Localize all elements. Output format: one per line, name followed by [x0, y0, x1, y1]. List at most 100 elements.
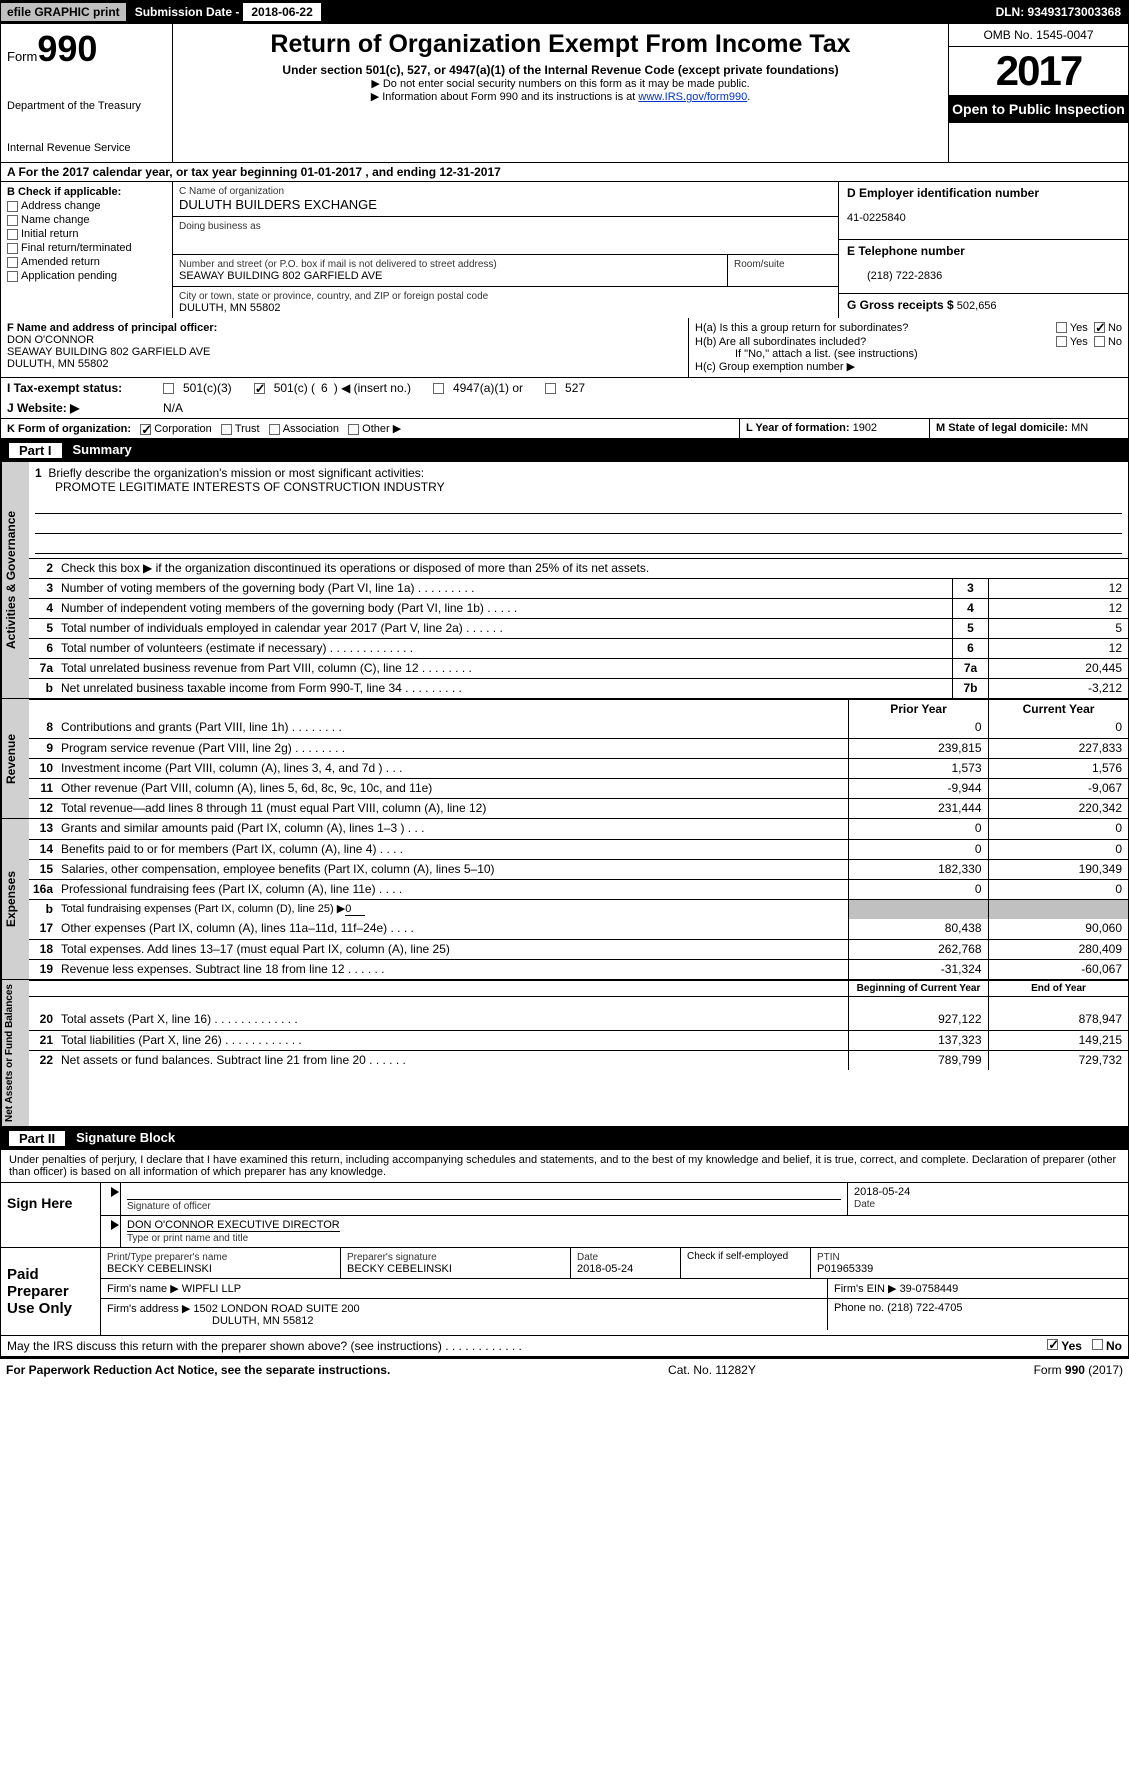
firm-ein: 39-0758449 [900, 1283, 959, 1295]
open-to-public: Open to Public Inspection [949, 95, 1128, 123]
table-row: 8Contributions and grants (Part VIII, li… [29, 718, 1128, 738]
addr-label: Number and street (or P.O. box if mail i… [179, 259, 721, 270]
cb-501c[interactable] [254, 383, 265, 394]
cb-name-change[interactable] [7, 215, 18, 226]
signature-block: Under penalties of perjury, I declare th… [0, 1150, 1129, 1336]
ha-yes[interactable] [1056, 322, 1067, 333]
omb-number: OMB No. 1545-0047 [949, 24, 1128, 47]
hc-label: H(c) Group exemption number ▶ [695, 360, 1122, 373]
preparer-date: 2018-05-24 [577, 1263, 633, 1275]
col-c-org: C Name of organization DULUTH BUILDERS E… [173, 182, 838, 318]
efile-print-button[interactable]: efile GRAPHIC print [0, 2, 127, 22]
cb-address-change[interactable] [7, 201, 18, 212]
cb-amended[interactable] [7, 257, 18, 268]
form-title: Return of Organization Exempt From Incom… [183, 30, 938, 59]
submission-date-value: 2018-06-22 [243, 3, 320, 21]
arrow-icon [111, 1187, 119, 1197]
check-if-applicable: B Check if applicable: [7, 186, 121, 198]
hb-no[interactable] [1094, 336, 1105, 347]
officer-city: DULUTH, MN 55802 [7, 358, 108, 370]
discuss-no[interactable] [1092, 1339, 1103, 1350]
table-row: 9Program service revenue (Part VIII, lin… [29, 738, 1128, 758]
col-d-right: D Employer identification number 41-0225… [838, 182, 1128, 318]
form-990-page: efile GRAPHIC print Submission Date - 20… [0, 0, 1129, 1381]
row-a-tax-year: A For the 2017 calendar year, or tax yea… [0, 163, 1129, 182]
form-prefix: Form [7, 49, 37, 64]
firm-phone: (218) 722-4705 [887, 1302, 962, 1314]
hb-yes[interactable] [1056, 336, 1067, 347]
form-subtitle: Under section 501(c), 527, or 4947(a)(1)… [183, 63, 938, 77]
table-row: 14Benefits paid to or for members (Part … [29, 839, 1128, 859]
dba-label: Doing business as [179, 221, 832, 232]
officer-addr: SEAWAY BUILDING 802 GARFIELD AVE [7, 346, 210, 358]
state-domicile: MN [1071, 422, 1088, 434]
form-header: Form990 Department of the Treasury Inter… [0, 24, 1129, 163]
form-id-block: Form990 Department of the Treasury Inter… [1, 24, 173, 162]
officer-sig-name: DON O'CONNOR EXECUTIVE DIRECTOR [127, 1219, 340, 1232]
phone-value: (218) 722-2836 [847, 270, 942, 282]
room-label: Room/suite [734, 259, 832, 270]
ein-value: 41-0225840 [847, 212, 906, 224]
ha-label: H(a) Is this a group return for subordin… [695, 322, 1056, 334]
tax-year: 2017 [949, 47, 1128, 95]
part2-header: Part II Signature Block [0, 1127, 1129, 1150]
row-i-tax-status: I Tax-exempt status: 501(c)(3) 501(c) (6… [0, 378, 1129, 398]
dept-treasury: Department of the Treasury [7, 100, 166, 112]
firm-addr2: DULUTH, MN 55812 [107, 1315, 313, 1327]
cb-trust[interactable] [221, 424, 232, 435]
dept-irs: Internal Revenue Service [7, 142, 166, 154]
table-row: 13Grants and similar amounts paid (Part … [29, 819, 1128, 839]
cb-corp[interactable] [140, 424, 151, 435]
part1-header: Part I Summary [0, 439, 1129, 462]
expenses-section: Expenses 13Grants and similar amounts pa… [0, 819, 1129, 980]
cb-501c3[interactable] [163, 383, 174, 394]
sign-here-label: Sign Here [1, 1183, 101, 1247]
table-row: 10Investment income (Part VIII, column (… [29, 758, 1128, 778]
row-j-website: J Website: ▶ N/A [0, 398, 1129, 419]
irs-link[interactable]: www.IRS.gov/form990 [638, 91, 747, 103]
revenue-section: Revenue Prior YearCurrent Year 8Contribu… [0, 699, 1129, 819]
firm-addr1: 1502 LONDON ROAD SUITE 200 [193, 1303, 359, 1315]
cb-other[interactable] [348, 424, 359, 435]
form-ref: Form 990 (2017) [1034, 1363, 1123, 1377]
l4-val: 12 [988, 599, 1128, 618]
cb-initial-return[interactable] [7, 229, 18, 240]
org-name: DULUTH BUILDERS EXCHANGE [179, 197, 832, 212]
table-row: 20Total assets (Part X, line 16) . . . .… [29, 1010, 1128, 1030]
governance-tab: Activities & Governance [1, 462, 29, 698]
cb-app-pending[interactable] [7, 271, 18, 282]
mission-text: PROMOTE LEGITIMATE INTERESTS OF CONSTRUC… [35, 480, 1122, 494]
cb-527[interactable] [545, 383, 556, 394]
officer-label: F Name and address of principal officer: [7, 322, 217, 334]
ptin-value: P01965339 [817, 1263, 873, 1275]
revenue-tab: Revenue [1, 699, 29, 818]
governance-section: Activities & Governance 1 Briefly descri… [0, 462, 1129, 699]
ha-no[interactable] [1094, 322, 1105, 333]
gross-label: G Gross receipts $ [847, 298, 954, 312]
table-row: 18Total expenses. Add lines 13–17 (must … [29, 939, 1128, 959]
addr-value: SEAWAY BUILDING 802 GARFIELD AVE [179, 270, 721, 282]
efile-topbar: efile GRAPHIC print Submission Date - 20… [0, 0, 1129, 24]
table-row: 19Revenue less expenses. Subtract line 1… [29, 959, 1128, 979]
org-name-label: C Name of organization [179, 186, 832, 197]
col-b-checkboxes: B Check if applicable: Address change Na… [1, 182, 173, 318]
submission-date-label: Submission Date - [135, 5, 240, 19]
cb-4947[interactable] [433, 383, 444, 394]
discuss-row: May the IRS discuss this return with the… [0, 1336, 1129, 1357]
info-note: ▶ Information about Form 990 and its ins… [183, 90, 938, 103]
form-title-block: Return of Organization Exempt From Incom… [173, 24, 948, 162]
cb-final-return[interactable] [7, 243, 18, 254]
ein-label: D Employer identification number [847, 186, 1039, 200]
table-row: 15Salaries, other compensation, employee… [29, 859, 1128, 879]
year-formation: 1902 [853, 422, 877, 434]
discuss-yes[interactable] [1047, 1339, 1058, 1350]
gross-value: 502,656 [957, 300, 997, 312]
page-footer: For Paperwork Reduction Act Notice, see … [0, 1357, 1129, 1381]
hb-label: H(b) Are all subordinates included? [695, 336, 1056, 348]
city-label: City or town, state or province, country… [179, 291, 832, 302]
officer-row: F Name and address of principal officer:… [0, 318, 1129, 378]
cb-assoc[interactable] [269, 424, 280, 435]
firm-name: WIPFLI LLP [182, 1283, 241, 1295]
l3-val: 12 [988, 579, 1128, 598]
netassets-tab: Net Assets or Fund Balances [1, 980, 29, 1126]
